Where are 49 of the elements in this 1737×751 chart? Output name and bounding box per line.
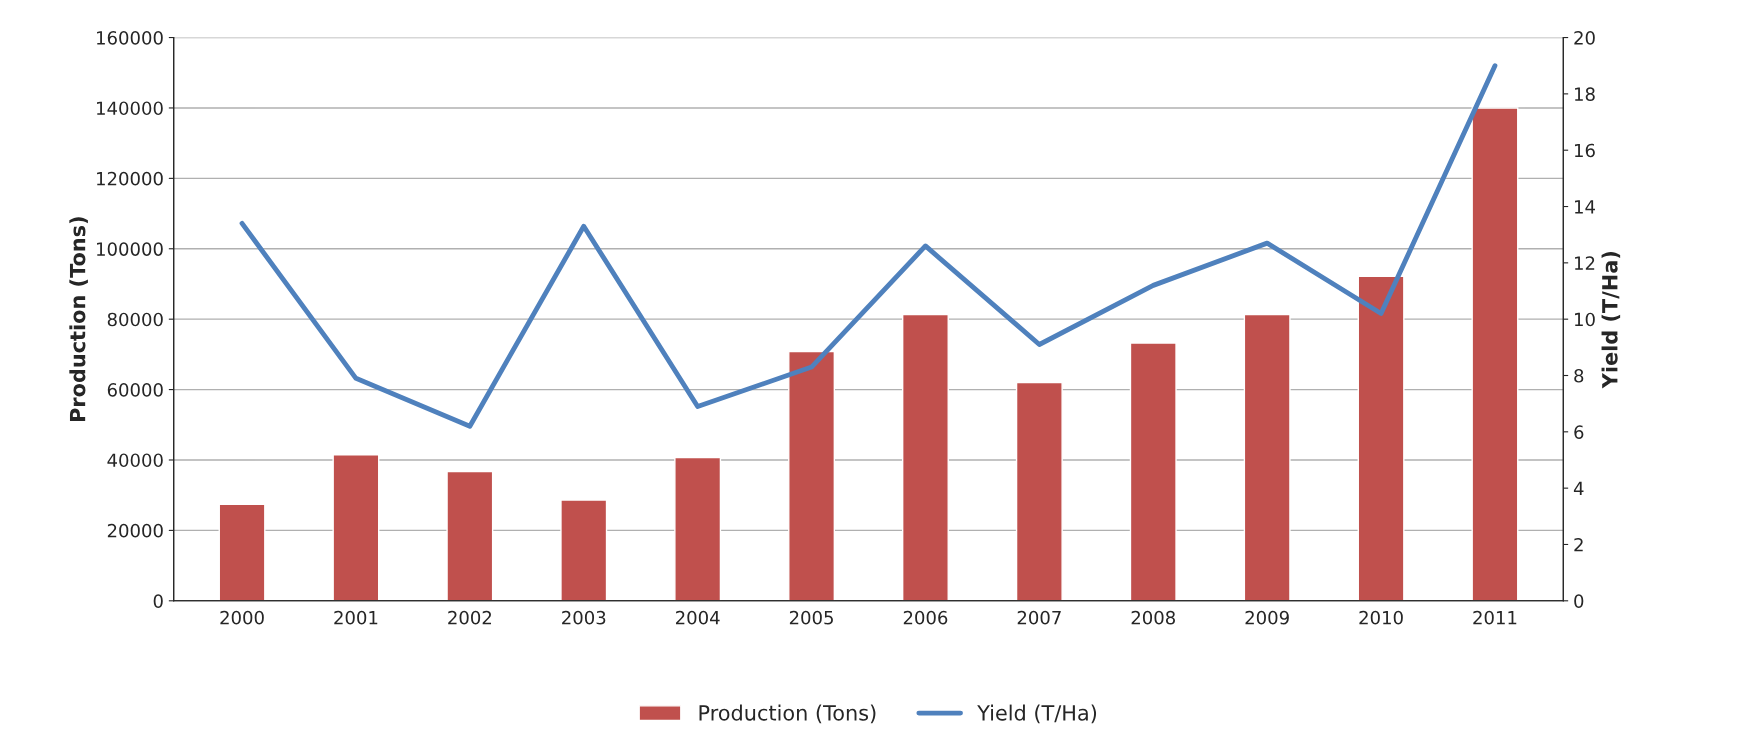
bar — [788, 350, 836, 601]
legend-label: Production (Tons) — [699, 704, 876, 724]
line-series — [239, 63, 1498, 429]
x-tick-label: 2008 — [1131, 610, 1175, 625]
y2-tick-label: 8 — [1574, 368, 1584, 383]
bar — [901, 313, 949, 601]
y2-tick-label: 4 — [1573, 481, 1584, 496]
bar — [332, 454, 380, 601]
y-tick-label: 40000 — [107, 453, 163, 468]
x-tick-label: 2007 — [1017, 610, 1061, 625]
y-axis-title: Production (Tons) — [69, 217, 88, 421]
legend-label: Yield (T/Ha) — [977, 704, 1097, 724]
bar — [674, 456, 722, 601]
y-tick-label: 0 — [153, 594, 163, 608]
y-tick-label: 60000 — [107, 383, 163, 397]
x-tick-label: 2004 — [675, 610, 720, 625]
x-tick-label: 2001 — [334, 610, 378, 625]
bar — [1243, 313, 1291, 601]
x-tick-label: 2005 — [789, 610, 833, 625]
y2-tick-label: 18 — [1575, 87, 1595, 101]
y-tick-label: 140000 — [97, 101, 163, 116]
y-tick-label: 100000 — [97, 242, 163, 256]
bar — [218, 503, 266, 601]
y2-tick-label: 10 — [1575, 312, 1595, 327]
x-tick-label: 2011 — [1473, 610, 1517, 625]
y2-tick-label: 14 — [1575, 200, 1595, 214]
x-tick-label: 2000 — [220, 610, 264, 625]
x-tick-label: 2003 — [562, 610, 606, 625]
y-tick-label: 160000 — [97, 31, 163, 45]
y2-tick-label: 16 — [1575, 143, 1595, 158]
y-tick-label: 120000 — [97, 171, 163, 186]
x-tick-label: 2006 — [903, 610, 948, 625]
bar — [1357, 275, 1405, 601]
y2-tick-label: 2 — [1574, 537, 1583, 552]
bar — [1015, 381, 1063, 601]
y2-tick-label: 12 — [1575, 256, 1595, 270]
x-tick-label: 2009 — [1245, 610, 1289, 625]
y2-axis-title: Yield (T/Ha) — [1601, 251, 1621, 389]
y-tick-label: 20000 — [107, 523, 163, 538]
x-tick-label: 2010 — [1359, 610, 1403, 625]
y2-tick-label: 0 — [1574, 594, 1584, 608]
bar — [1471, 107, 1519, 601]
y2-tick-label: 20 — [1574, 31, 1595, 45]
bar — [1129, 342, 1177, 601]
y-tick-label: 80000 — [107, 312, 163, 327]
y2-tick-label: 6 — [1574, 425, 1584, 439]
bar — [560, 499, 608, 601]
bar — [446, 470, 494, 601]
x-tick-label: 2002 — [448, 610, 492, 625]
